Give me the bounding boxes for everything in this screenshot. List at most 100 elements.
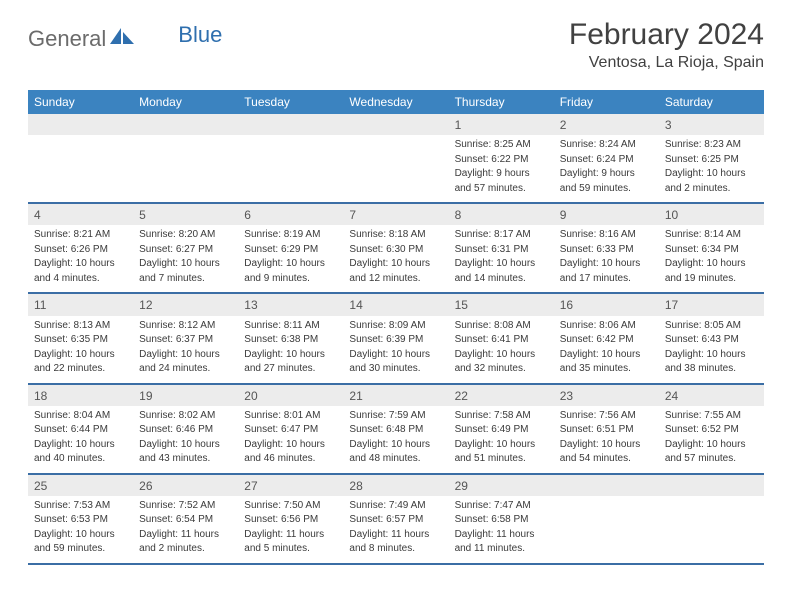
daylight-text: Daylight: 10 hours xyxy=(665,438,758,452)
day-number-empty xyxy=(343,114,448,135)
day-cell: 18Sunrise: 8:04 AMSunset: 6:44 PMDayligh… xyxy=(28,385,133,473)
daylight-text: and 17 minutes. xyxy=(560,272,653,286)
sunrise-text: Sunrise: 8:08 AM xyxy=(455,319,548,333)
day-number: 1 xyxy=(449,114,554,135)
day-body: Sunrise: 8:06 AMSunset: 6:42 PMDaylight:… xyxy=(554,316,659,383)
day-cell: 19Sunrise: 8:02 AMSunset: 6:46 PMDayligh… xyxy=(133,385,238,473)
day-cell: 10Sunrise: 8:14 AMSunset: 6:34 PMDayligh… xyxy=(659,204,764,292)
sunrise-text: Sunrise: 7:58 AM xyxy=(455,409,548,423)
day-number-empty xyxy=(133,114,238,135)
brand-text-blue: Blue xyxy=(178,22,222,48)
day-body: Sunrise: 8:01 AMSunset: 6:47 PMDaylight:… xyxy=(238,406,343,473)
day-cell: 8Sunrise: 8:17 AMSunset: 6:31 PMDaylight… xyxy=(449,204,554,292)
daylight-text: Daylight: 10 hours xyxy=(349,348,442,362)
sunrise-text: Sunrise: 8:13 AM xyxy=(34,319,127,333)
day-body: Sunrise: 7:49 AMSunset: 6:57 PMDaylight:… xyxy=(343,496,448,563)
daylight-text: Daylight: 11 hours xyxy=(455,528,548,542)
day-body: Sunrise: 7:59 AMSunset: 6:48 PMDaylight:… xyxy=(343,406,448,473)
sunset-text: Sunset: 6:35 PM xyxy=(34,333,127,347)
day-body: Sunrise: 8:23 AMSunset: 6:25 PMDaylight:… xyxy=(659,135,764,202)
sunset-text: Sunset: 6:57 PM xyxy=(349,513,442,527)
sunrise-text: Sunrise: 7:52 AM xyxy=(139,499,232,513)
sunset-text: Sunset: 6:34 PM xyxy=(665,243,758,257)
daylight-text: and 22 minutes. xyxy=(34,362,127,376)
sunrise-text: Sunrise: 8:09 AM xyxy=(349,319,442,333)
daylight-text: Daylight: 10 hours xyxy=(34,257,127,271)
sunrise-text: Sunrise: 7:50 AM xyxy=(244,499,337,513)
sunset-text: Sunset: 6:43 PM xyxy=(665,333,758,347)
day-cell: 12Sunrise: 8:12 AMSunset: 6:37 PMDayligh… xyxy=(133,294,238,382)
day-number: 22 xyxy=(449,385,554,406)
daylight-text: Daylight: 10 hours xyxy=(139,348,232,362)
day-body: Sunrise: 7:55 AMSunset: 6:52 PMDaylight:… xyxy=(659,406,764,473)
daylight-text: Daylight: 11 hours xyxy=(139,528,232,542)
brand-text-general: General xyxy=(28,26,106,52)
day-number: 19 xyxy=(133,385,238,406)
sunset-text: Sunset: 6:54 PM xyxy=(139,513,232,527)
day-body: Sunrise: 8:16 AMSunset: 6:33 PMDaylight:… xyxy=(554,225,659,292)
sunrise-text: Sunrise: 8:18 AM xyxy=(349,228,442,242)
day-cell: 5Sunrise: 8:20 AMSunset: 6:27 PMDaylight… xyxy=(133,204,238,292)
sunset-text: Sunset: 6:44 PM xyxy=(34,423,127,437)
day-number-empty xyxy=(28,114,133,135)
day-cell: 29Sunrise: 7:47 AMSunset: 6:58 PMDayligh… xyxy=(449,475,554,563)
sunset-text: Sunset: 6:33 PM xyxy=(560,243,653,257)
daylight-text: Daylight: 10 hours xyxy=(560,438,653,452)
day-number: 16 xyxy=(554,294,659,315)
day-number: 14 xyxy=(343,294,448,315)
daylight-text: Daylight: 10 hours xyxy=(34,438,127,452)
sunset-text: Sunset: 6:24 PM xyxy=(560,153,653,167)
day-cell: 9Sunrise: 8:16 AMSunset: 6:33 PMDaylight… xyxy=(554,204,659,292)
day-cell: 1Sunrise: 8:25 AMSunset: 6:22 PMDaylight… xyxy=(449,114,554,202)
daylight-text: and 51 minutes. xyxy=(455,452,548,466)
sunset-text: Sunset: 6:29 PM xyxy=(244,243,337,257)
daylight-text: Daylight: 10 hours xyxy=(455,257,548,271)
daylight-text: and 43 minutes. xyxy=(139,452,232,466)
sunrise-text: Sunrise: 8:16 AM xyxy=(560,228,653,242)
sunrise-text: Sunrise: 7:53 AM xyxy=(34,499,127,513)
daylight-text: Daylight: 10 hours xyxy=(34,348,127,362)
daylight-text: and 32 minutes. xyxy=(455,362,548,376)
page-header: General Blue February 2024 Ventosa, La R… xyxy=(28,18,764,72)
day-number: 13 xyxy=(238,294,343,315)
day-cell: 22Sunrise: 7:58 AMSunset: 6:49 PMDayligh… xyxy=(449,385,554,473)
week-row: 18Sunrise: 8:04 AMSunset: 6:44 PMDayligh… xyxy=(28,385,764,475)
sunset-text: Sunset: 6:48 PM xyxy=(349,423,442,437)
day-cell-empty xyxy=(659,475,764,563)
day-body: Sunrise: 8:08 AMSunset: 6:41 PMDaylight:… xyxy=(449,316,554,383)
day-cell: 2Sunrise: 8:24 AMSunset: 6:24 PMDaylight… xyxy=(554,114,659,202)
daylight-text: and 57 minutes. xyxy=(665,452,758,466)
daylight-text: Daylight: 10 hours xyxy=(244,257,337,271)
day-cell-empty xyxy=(343,114,448,202)
week-row: 4Sunrise: 8:21 AMSunset: 6:26 PMDaylight… xyxy=(28,204,764,294)
week-row: 1Sunrise: 8:25 AMSunset: 6:22 PMDaylight… xyxy=(28,114,764,204)
day-cell: 28Sunrise: 7:49 AMSunset: 6:57 PMDayligh… xyxy=(343,475,448,563)
daylight-text: Daylight: 10 hours xyxy=(455,348,548,362)
day-cell: 21Sunrise: 7:59 AMSunset: 6:48 PMDayligh… xyxy=(343,385,448,473)
daylight-text: Daylight: 10 hours xyxy=(349,257,442,271)
day-cell: 7Sunrise: 8:18 AMSunset: 6:30 PMDaylight… xyxy=(343,204,448,292)
sunrise-text: Sunrise: 8:11 AM xyxy=(244,319,337,333)
daylight-text: and 2 minutes. xyxy=(665,182,758,196)
sunrise-text: Sunrise: 8:14 AM xyxy=(665,228,758,242)
sunset-text: Sunset: 6:30 PM xyxy=(349,243,442,257)
day-number: 2 xyxy=(554,114,659,135)
daylight-text: and 27 minutes. xyxy=(244,362,337,376)
day-number: 5 xyxy=(133,204,238,225)
day-number: 15 xyxy=(449,294,554,315)
daylight-text: and 59 minutes. xyxy=(34,542,127,556)
day-body: Sunrise: 8:05 AMSunset: 6:43 PMDaylight:… xyxy=(659,316,764,383)
daylight-text: and 24 minutes. xyxy=(139,362,232,376)
week-row: 11Sunrise: 8:13 AMSunset: 6:35 PMDayligh… xyxy=(28,294,764,384)
daylight-text: Daylight: 10 hours xyxy=(665,167,758,181)
title-block: February 2024 Ventosa, La Rioja, Spain xyxy=(569,18,764,72)
daylight-text: and 59 minutes. xyxy=(560,182,653,196)
daylight-text: and 48 minutes. xyxy=(349,452,442,466)
daylight-text: and 38 minutes. xyxy=(665,362,758,376)
day-cell: 20Sunrise: 8:01 AMSunset: 6:47 PMDayligh… xyxy=(238,385,343,473)
sunset-text: Sunset: 6:25 PM xyxy=(665,153,758,167)
sunset-text: Sunset: 6:22 PM xyxy=(455,153,548,167)
daylight-text: and 9 minutes. xyxy=(244,272,337,286)
daylight-text: Daylight: 10 hours xyxy=(665,348,758,362)
day-number: 12 xyxy=(133,294,238,315)
